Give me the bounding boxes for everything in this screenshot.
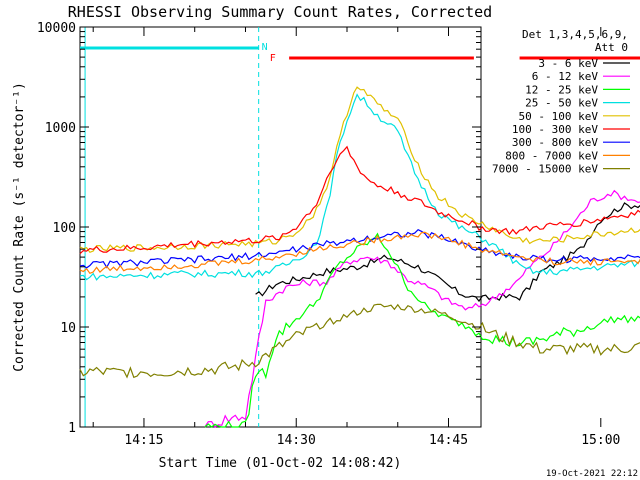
legend-label: 300 - 800 keV: [512, 136, 598, 149]
series-6-12-kev: [204, 189, 640, 428]
flag-label: F: [270, 53, 276, 64]
legend-label: 25 - 50 keV: [525, 97, 598, 110]
legend-label: 100 - 300 keV: [512, 123, 598, 136]
series-300-800-kev: [79, 228, 640, 269]
x-axis-label: Start Time (01-Oct-02 14:08:42): [159, 456, 402, 471]
legend-label: 800 - 7000 keV: [505, 149, 598, 162]
series-3-6-kev: [255, 202, 640, 303]
series-50-100-kev: [79, 86, 640, 254]
legend-label: 3 - 6 keV: [538, 57, 598, 70]
timestamp: 19-Oct-2021 22:12: [546, 469, 638, 479]
legend-label: 7000 - 15000 keV: [492, 163, 598, 176]
legend-label: 12 - 25 keV: [525, 83, 598, 96]
legend-header: Att 0: [595, 41, 628, 54]
x-tick-label: 14:30: [277, 433, 316, 448]
series-100-300-kev: [79, 145, 640, 255]
series-lines: [79, 86, 640, 428]
y-tick-label: 10000: [37, 21, 76, 36]
x-tick-label: 14:45: [429, 433, 468, 448]
legend-header: Det 1,3,4,5,6,9,: [522, 28, 628, 41]
y-tick-label: 1: [68, 421, 76, 436]
x-tick-label: 15:00: [581, 433, 620, 448]
y-axis: 1 10 100 1000 10000: [37, 21, 481, 436]
series-12-25-kev: [204, 232, 640, 428]
chart-title: RHESSI Observing Summary Count Rates, Co…: [68, 3, 492, 21]
y-tick-label: 100: [53, 221, 76, 236]
flag-label: N: [262, 42, 268, 53]
y-tick-label: 10: [60, 321, 76, 336]
series-7000-15000-kev: [79, 303, 640, 379]
y-tick-label: 1000: [45, 121, 76, 136]
y-axis-label: Corrected Count Rate (s⁻¹ detector⁻¹): [12, 82, 27, 372]
legend-label: 6 - 12 keV: [532, 70, 599, 83]
observing-flags: NFS: [80, 42, 640, 64]
series-800-7000-kev: [79, 231, 640, 275]
legend-label: 50 - 100 keV: [519, 110, 599, 123]
plot-frame: [79, 26, 482, 428]
series-25-50-kev: [79, 93, 640, 281]
x-tick-label: 14:15: [124, 433, 163, 448]
